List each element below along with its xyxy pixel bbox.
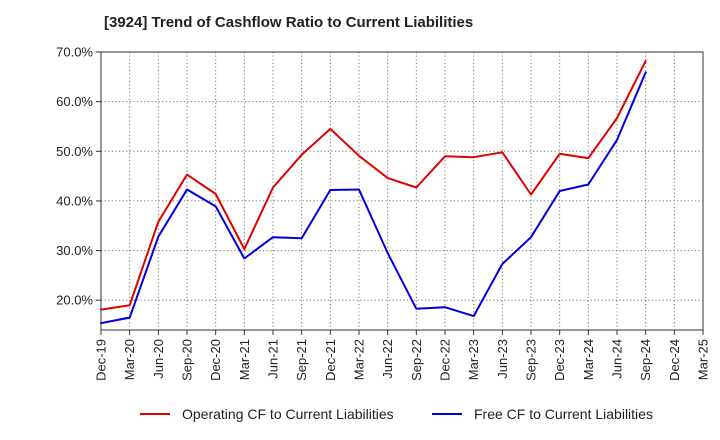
x-tick-label: Sep-24: [638, 339, 653, 381]
plot-frame: [100, 51, 704, 331]
legend-label-2: Free CF to Current Liabilities: [474, 406, 653, 422]
axis-layer: 20.0% 30.0% 40.0% 50.0% 60.0% 70.0% Dec-19 Mar-…: [56, 45, 710, 381]
x-tick-label: Mar-25: [696, 339, 711, 380]
y-tick-label: 70.0%: [56, 45, 93, 60]
y-tick-label: 20.0%: [56, 293, 93, 308]
x-tick-label: Jun-22: [380, 339, 395, 379]
y-tick-label: 60.0%: [56, 94, 93, 109]
legend: Operating CF to Current Liabilities Free …: [140, 406, 653, 422]
series-line-1: [100, 59, 647, 311]
legend-label-1: Operating CF to Current Liabilities: [182, 406, 394, 422]
x-tick-label: Dec-19: [94, 339, 109, 381]
x-tick-label: Sep-21: [294, 339, 309, 381]
y-tick-label: 40.0%: [56, 193, 93, 208]
series-layer: [100, 59, 647, 325]
y-tick-label: 50.0%: [56, 144, 93, 159]
x-tick-label: Sep-22: [409, 339, 424, 381]
x-tick-label: Jun-20: [151, 339, 166, 379]
x-tick-label: Mar-20: [122, 339, 137, 380]
x-tick-label: Jun-23: [495, 339, 510, 379]
x-tick-label: Dec-20: [208, 339, 223, 381]
chart-title: [3924] Trend of Cashflow Ratio to Curren…: [104, 14, 474, 31]
y-tick-label: 30.0%: [56, 243, 93, 258]
x-tick-label: Jun-21: [266, 339, 281, 379]
x-tick-label: Dec-24: [667, 339, 682, 381]
x-tick-label: Dec-21: [323, 339, 338, 381]
x-tick-label: Jun-24: [610, 339, 625, 379]
series-line-2: [100, 71, 647, 325]
x-tick-label: Dec-22: [438, 339, 453, 381]
x-tick-label: Mar-22: [352, 339, 367, 380]
x-tick-label: Dec-23: [552, 339, 567, 381]
x-tick-label: Mar-21: [237, 339, 252, 380]
x-tick-label: Sep-23: [524, 339, 539, 381]
x-tick-label: Sep-20: [180, 339, 195, 381]
x-tick-label: Mar-24: [581, 339, 596, 380]
x-tick-label: Mar-23: [466, 339, 481, 380]
